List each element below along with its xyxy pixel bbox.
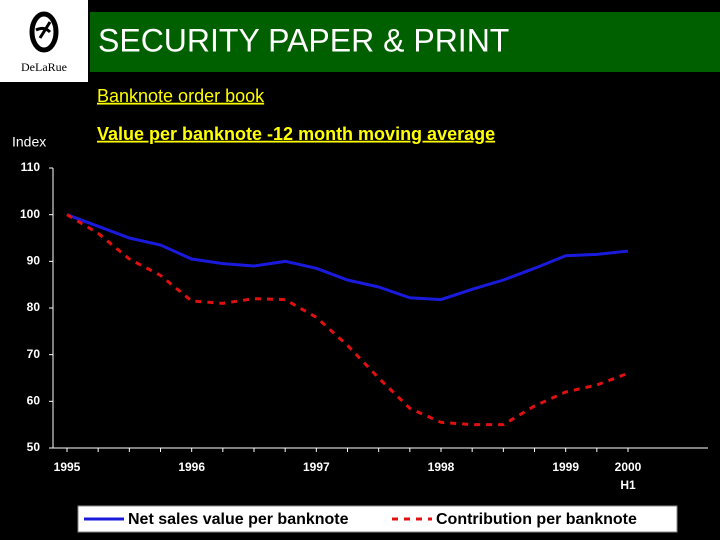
logo-text: DeLaRue [21, 60, 67, 74]
x-tick-label: 1997 [303, 460, 330, 474]
x-tick-label: 1996 [178, 460, 205, 474]
subtitle: Banknote order book [97, 86, 265, 106]
logo-mark-detail [35, 21, 52, 39]
legend-box [77, 505, 678, 533]
x-tick-label: 1995 [54, 460, 81, 474]
y-tick-label: 110 [21, 160, 41, 174]
header-bar [90, 12, 720, 72]
y-tick-label: 80 [27, 300, 41, 314]
series-line [66, 213, 629, 302]
header-title: SECURITY PAPER & PRINT [98, 22, 509, 58]
x-tick-sublabel: H1 [620, 478, 636, 492]
y-tick-label: 50 [27, 440, 41, 454]
y-tick-label: 60 [27, 394, 41, 408]
y-tick-label: 100 [20, 207, 40, 221]
series-line [66, 213, 629, 427]
legend-label: Net sales value per banknote [128, 511, 349, 528]
legend-label: Contribution per banknote [436, 511, 637, 528]
x-tick-label: 1998 [428, 460, 455, 474]
chart-title: Value per banknote -12 month moving aver… [97, 124, 495, 144]
x-tick-label: 2000 [615, 460, 642, 474]
x-tick-label: 1999 [552, 460, 579, 474]
y-tick-label: 90 [27, 254, 41, 268]
logo-mark [29, 11, 59, 53]
y-axis-label: Index [12, 134, 46, 150]
y-tick-label: 70 [27, 347, 41, 361]
